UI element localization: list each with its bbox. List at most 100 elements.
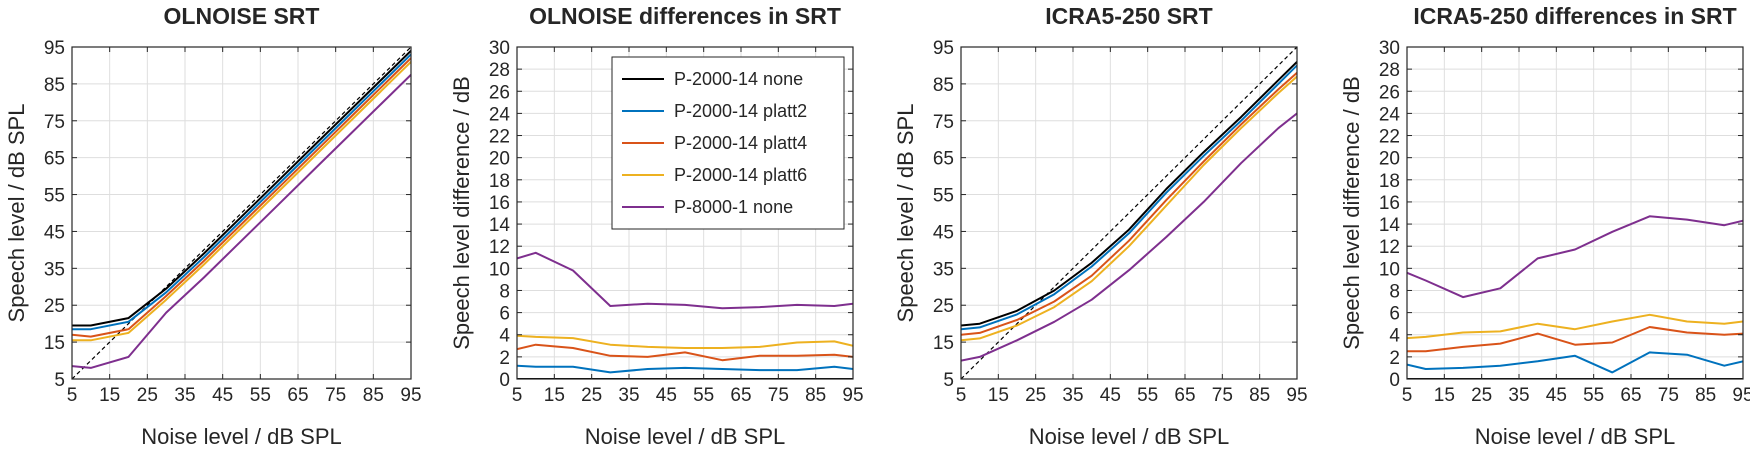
- x-tick-label: 85: [1249, 385, 1270, 406]
- x-tick-label: 55: [693, 385, 714, 406]
- y-tick-label: 55: [44, 186, 65, 207]
- y-tick-label: 65: [933, 149, 954, 170]
- x-tick-label: 55: [250, 385, 271, 406]
- x-tick-label: 65: [1174, 385, 1195, 406]
- series-line-4: [961, 75, 1297, 342]
- y-tick-label: 24: [489, 104, 511, 125]
- y-tick-label: 25: [933, 296, 954, 317]
- series-line-1: [961, 61, 1297, 327]
- x-tick-label: 5: [67, 385, 78, 406]
- y-tick-label: 95: [933, 38, 954, 59]
- series-line-4: [1407, 313, 1743, 340]
- x-axis-label: Noise level / dB SPL: [1475, 424, 1676, 449]
- y-tick-label: 45: [44, 222, 65, 243]
- y-tick-label: 85: [44, 75, 65, 96]
- y-tick-label: 75: [44, 112, 65, 133]
- y-axis-label: Speech level / dB SPL: [893, 104, 918, 323]
- y-tick-label: 26: [489, 82, 510, 103]
- y-tick-label: 6: [499, 304, 510, 325]
- x-tick-label: 15: [1434, 385, 1455, 406]
- axes-box: [960, 46, 1298, 380]
- y-tick-label: 18: [489, 171, 510, 192]
- y-tick-label: 12: [1379, 237, 1400, 258]
- y-tick-label: 8: [499, 281, 510, 302]
- y-axis-label: Speech level difference / dB: [1339, 76, 1364, 350]
- series-line-5: [72, 73, 411, 369]
- series-line-3: [72, 57, 411, 338]
- x-tick-label: 15: [988, 385, 1009, 406]
- chart-panel-4: 5 15 25 35 45 55 65 75 85 95024681012141618202224…: [1339, 3, 1750, 449]
- series-line-3: [1407, 326, 1743, 353]
- y-tick-label: 10: [489, 259, 510, 280]
- x-tick-label: 45: [1100, 385, 1121, 406]
- y-tick-label: 14: [1379, 215, 1401, 236]
- y-tick-label: 20: [489, 149, 510, 170]
- y-tick-label: 28: [1379, 60, 1400, 81]
- y-tick-label: 18: [1379, 171, 1400, 192]
- y-tick-label: 22: [1379, 127, 1400, 148]
- legend-entry-1: P-2000-14 none: [674, 69, 803, 89]
- x-tick-label: 15: [99, 385, 120, 406]
- y-tick-label: 10: [1379, 259, 1400, 280]
- x-tick-label: 65: [1620, 385, 1641, 406]
- y-tick-label: 0: [1389, 370, 1400, 391]
- x-tick-label: 35: [1508, 385, 1529, 406]
- series-line-5: [1407, 215, 1743, 299]
- y-tick-label: 15: [44, 333, 65, 354]
- y-tick-label: 28: [489, 60, 510, 81]
- chart-panel-3: 5 15 25 35 45 55 65 75 85 95 5 15 25 35 45 55 65 75 85 95 IC…: [893, 3, 1308, 449]
- x-tick-label: 85: [363, 385, 384, 406]
- x-axis-label: Noise level / dB SPL: [585, 424, 786, 449]
- y-tick-label: 4: [499, 326, 510, 347]
- x-tick-label: 85: [1695, 385, 1716, 406]
- x-tick-label: 35: [174, 385, 195, 406]
- series-line-3: [961, 72, 1297, 336]
- axes-box: [516, 46, 854, 380]
- chart-panel-2: 5 15 25 35 45 55 65 75 85 95024681012141618202224…: [449, 3, 864, 449]
- y-tick-label: 8: [1389, 281, 1400, 302]
- legend: P-2000-14 none P-2000-14 platt2 P-2000-14 …: [611, 56, 845, 230]
- y-tick-label: 0: [499, 370, 510, 391]
- chart-title: OLNOISE differences in SRT: [529, 3, 841, 29]
- legend-entry-4: P-2000-14 platt6: [674, 165, 807, 185]
- y-tick-label: 26: [1379, 82, 1400, 103]
- y-tick-label: 14: [489, 215, 511, 236]
- x-tick-label: 75: [1658, 385, 1679, 406]
- series-line-2: [1407, 351, 1743, 374]
- y-tick-label: 30: [1379, 38, 1400, 59]
- series-line-2: [517, 364, 853, 374]
- series-line-2: [961, 64, 1297, 331]
- reference-line: [72, 47, 411, 379]
- y-tick-label: 5: [54, 370, 65, 391]
- chart-title: ICRA5-250 differences in SRT: [1413, 3, 1736, 29]
- series-line-5: [517, 251, 853, 310]
- y-tick-label: 55: [933, 186, 954, 207]
- y-tick-label: 30: [489, 38, 510, 59]
- y-tick-label: 4: [1389, 326, 1400, 347]
- y-tick-label: 15: [933, 333, 954, 354]
- y-tick-label: 24: [1379, 104, 1401, 125]
- axes-box: [1406, 46, 1744, 380]
- series-line-5: [961, 112, 1297, 362]
- x-tick-label: 5: [512, 385, 523, 406]
- x-tick-label: 35: [618, 385, 639, 406]
- x-tick-label: 25: [137, 385, 158, 406]
- axes-box: [71, 46, 412, 380]
- x-tick-label: 25: [1471, 385, 1492, 406]
- x-tick-label: 95: [1732, 385, 1750, 406]
- y-tick-label: 16: [489, 193, 510, 214]
- y-tick-label: 6: [1389, 304, 1400, 325]
- y-axis-label: Speech level difference / dB: [449, 76, 474, 350]
- y-tick-label: 12: [489, 237, 510, 258]
- y-tick-label: 65: [44, 149, 65, 170]
- y-tick-label: 20: [1379, 149, 1400, 170]
- series-line-2: [72, 53, 411, 331]
- legend-entry-2: P-2000-14 platt2: [674, 101, 807, 121]
- x-tick-label: 55: [1137, 385, 1158, 406]
- reference-line: [961, 47, 1297, 379]
- x-tick-label: 65: [730, 385, 751, 406]
- y-tick-label: 35: [933, 259, 954, 280]
- chart-title: OLNOISE SRT: [164, 3, 320, 29]
- x-tick-label: 75: [1212, 385, 1233, 406]
